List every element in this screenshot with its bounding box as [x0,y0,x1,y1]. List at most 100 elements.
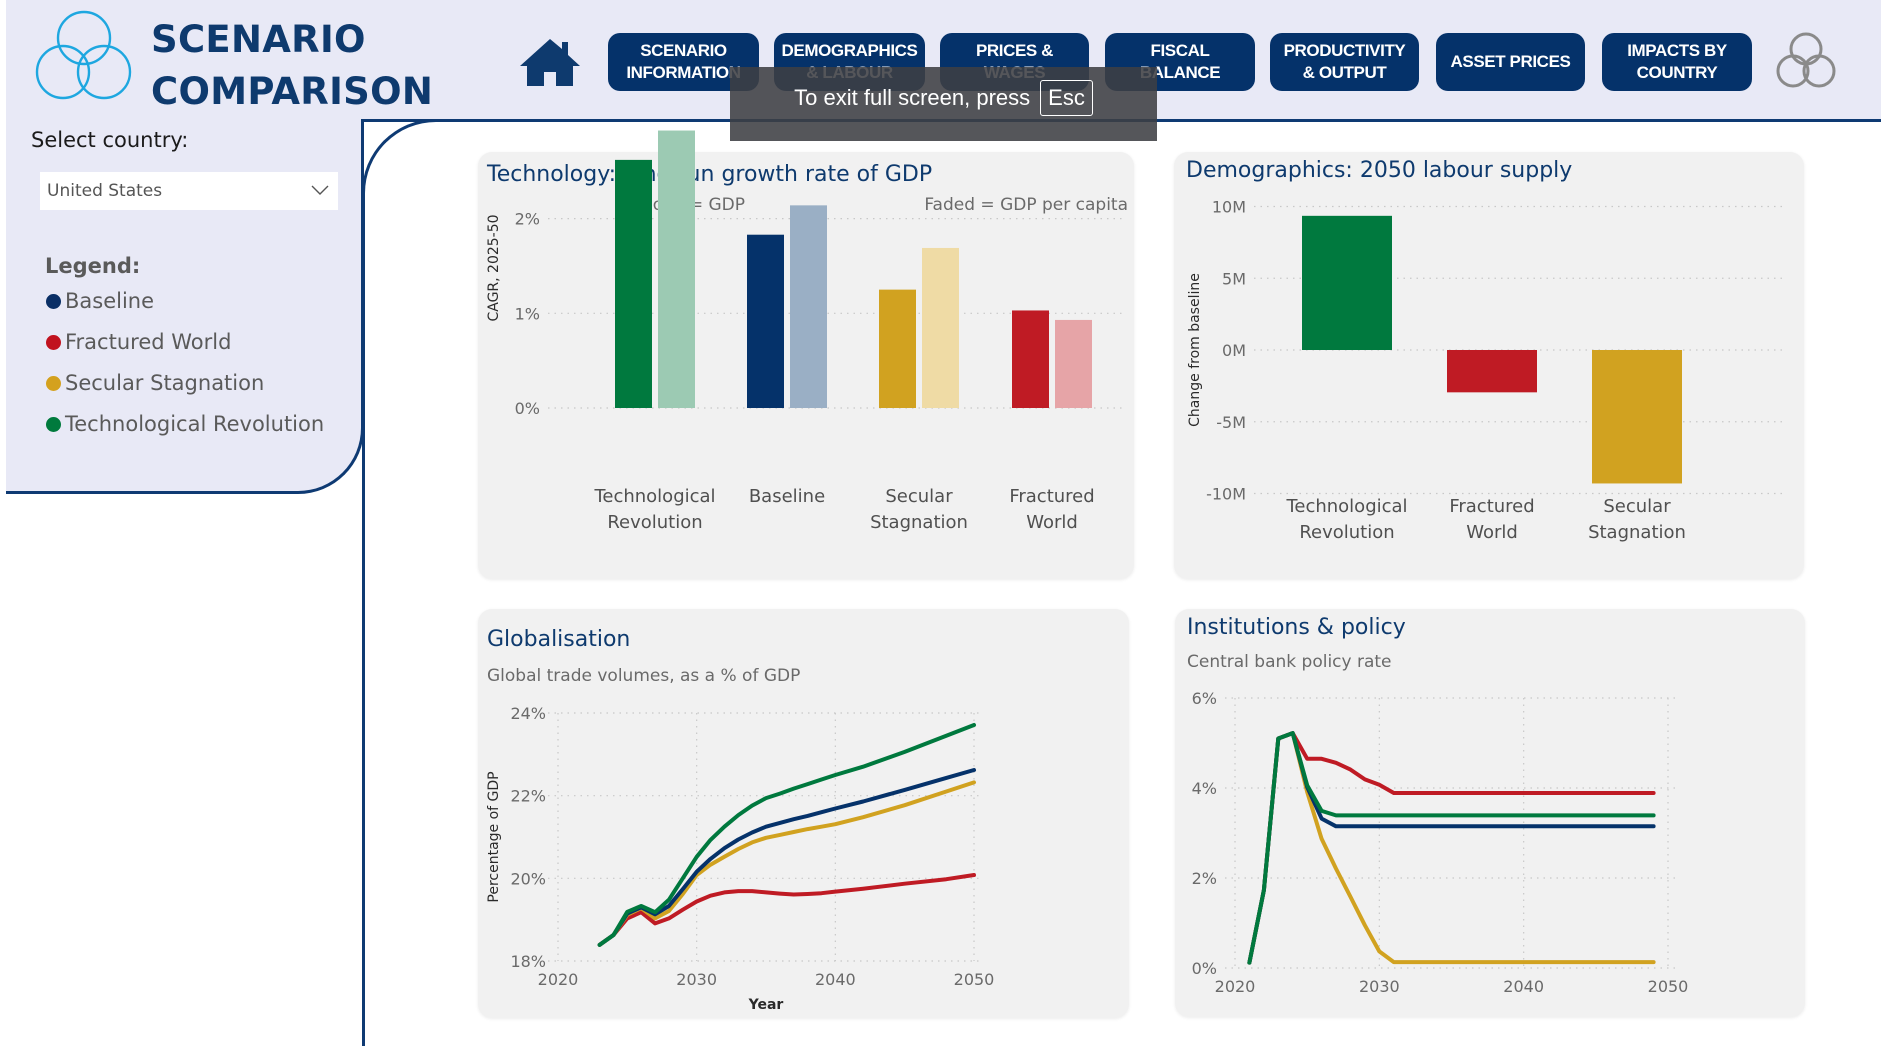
x-category-label: Baseline [749,486,825,507]
chart-title: Technology: long run growth rate of GDP [487,162,933,187]
legend-item-baseline: Baseline [46,289,154,313]
x-category-label: Technological [593,486,715,507]
chart-card-demographics: Demographics: 2050 labour supply 10M 5M 0M… [1174,152,1804,579]
bar-secular-gdp [879,289,916,408]
y-tick-label: 2% [1192,869,1217,888]
y-tick-label: 10M [1212,198,1246,217]
line-series-tech [597,723,976,947]
legend-dot-icon [46,293,61,309]
y-tick-label: -5M [1216,413,1246,432]
y-axis-title: CAGR, 2025-50 [486,214,502,321]
legend-label: Fractured World [65,330,232,354]
chart-card-globalisation: Globalisation Global trade volumes, as a… [478,609,1129,1018]
y-tick-label: 0% [515,399,540,418]
chart-title: Globalisation [487,627,631,652]
y-tick-label: 5M [1222,269,1246,288]
x-category-label: Fractured [1449,496,1534,517]
legend-title: Legend: [45,254,141,278]
bar-baseline-gdp [747,234,784,408]
chart-subtitle: Global trade volumes, as a % of GDP [487,666,801,686]
y-tick-label: 24% [510,704,546,723]
app-title-line1: SCENARIO [151,18,366,61]
legend-item-technological-revolution: Technological Revolution [46,412,324,436]
line-series-fractured [1247,731,1656,965]
bar-fractured-gdp-per-capita [1055,319,1092,408]
bar-fractured [1447,350,1537,393]
x-tick-label: 2040 [815,970,856,989]
app-title-line2: COMPARISON [151,70,434,113]
legend-label: Secular Stagnation [65,371,265,395]
bar-baseline-gdp-per-capita [790,205,827,408]
legend-dot-icon [46,375,61,391]
chart-card-institutions: Institutions & policy Central bank polic… [1175,609,1805,1017]
chart-title: Institutions & policy [1187,615,1406,640]
bar-tech [1302,215,1392,350]
legend-dot-icon [46,334,61,350]
line-series-tech [1247,731,1656,965]
esc-key-badge: Esc [1040,80,1093,116]
x-category-label: World [1026,512,1078,533]
x-tick-label: 2020 [538,970,579,989]
nav-productivity-output[interactable]: PRODUCTIVITY & OUTPUT [1270,33,1419,91]
x-category-label: Secular [885,486,953,507]
chart-card-technology: Technology: long run growth rate of GDP … [478,130,1134,579]
x-tick-label: 2050 [954,970,995,989]
y-tick-label: 1% [515,304,540,323]
three-circles-logo-icon [35,10,132,100]
x-category-label: Fractured [1009,486,1094,507]
globalisation-line-chart: 18% 20% 22% 24% 2020 2030 2040 2050 Percentage o… [486,704,995,1013]
y-tick-label: 2% [515,210,540,229]
legend-dot-icon [46,416,61,432]
y-tick-label: 4% [1192,779,1217,798]
x-category-label: Revolution [607,512,702,533]
select-country-label: Select country: [31,128,189,152]
fullscreen-exit-notice: To exit full screen, press Esc [730,67,1157,141]
bar-tech-gdp-per-capita [658,130,695,408]
y-tick-label: 0% [1192,959,1217,978]
x-category-label: Stagnation [870,512,968,533]
x-category-label: Stagnation [1588,522,1686,543]
x-axis-title: Year [748,997,784,1013]
home-icon[interactable] [518,36,582,88]
legend-item-secular-stagnation: Secular Stagnation [46,371,264,395]
x-tick-label: 2030 [1359,977,1400,996]
y-axis-title: Change from baseline [1187,273,1203,427]
y-tick-label: -10M [1206,485,1246,504]
country-dropdown[interactable]: United States [40,172,338,210]
line-series-baseline [1247,731,1656,965]
x-category-label: Secular [1603,496,1671,517]
line-series-secular [597,780,976,947]
demographics-bar-chart: 10M 5M 0M -5M -10M Change from baseline Techno… [1187,198,1784,543]
x-tick-label: 2030 [676,970,717,989]
y-axis-title: Percentage of GDP [486,771,502,902]
bar-tech-gdp [615,159,652,408]
bar-secular [1592,350,1682,484]
legend-label: Technological Revolution [65,412,325,436]
legend-label: Baseline [65,289,155,313]
x-category-label: World [1466,522,1518,543]
y-tick-label: 0M [1222,341,1246,360]
legend-item-fractured-world: Fractured World [46,330,231,354]
fullscreen-notice-text: To exit full screen, press [794,85,1031,110]
y-tick-label: 6% [1192,689,1217,708]
app-title: SCENARIO COMPARISON [151,14,433,118]
chart-title: Demographics: 2050 labour supply [1186,158,1573,183]
y-tick-label: 22% [510,787,546,806]
line-series-fractured [597,873,976,947]
x-category-label: Revolution [1299,522,1394,543]
chart-subtitle: Central bank policy rate [1187,652,1392,672]
x-tick-label: 2050 [1648,977,1689,996]
country-dropdown-value: United States [47,181,163,201]
bar-secular-gdp-per-capita [922,247,959,408]
nav-impacts-by-country[interactable]: IMPACTS BY COUNTRY [1602,33,1752,91]
three-circles-grey-icon [1776,32,1836,88]
line-series-secular [1247,731,1656,965]
x-category-label: Technological [1285,496,1407,517]
nav-asset-prices[interactable]: ASSET PRICES [1436,33,1585,91]
y-tick-label: 18% [510,952,546,971]
chevron-down-icon [311,185,329,195]
institutions-line-chart: 0% 2% 4% 6% 2020 2030 2040 2050 [1192,689,1689,996]
x-tick-label: 2020 [1215,977,1256,996]
